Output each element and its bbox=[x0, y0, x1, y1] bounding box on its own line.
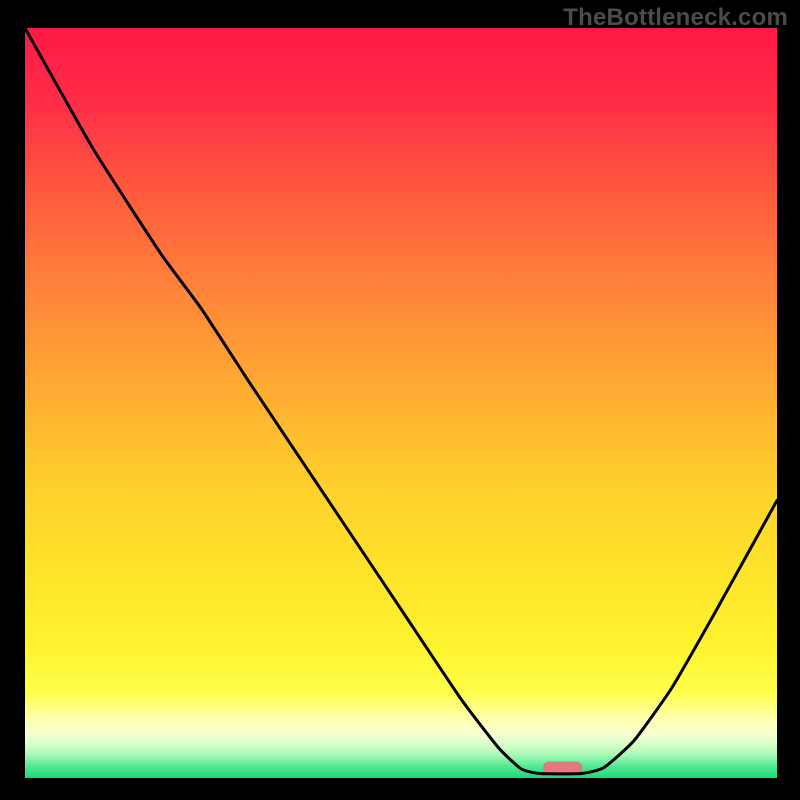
watermark-text: TheBottleneck.com bbox=[563, 4, 788, 32]
chart-stage: TheBottleneck.com bbox=[0, 0, 800, 800]
bottleneck-chart bbox=[0, 0, 800, 800]
plot-area bbox=[25, 28, 777, 778]
